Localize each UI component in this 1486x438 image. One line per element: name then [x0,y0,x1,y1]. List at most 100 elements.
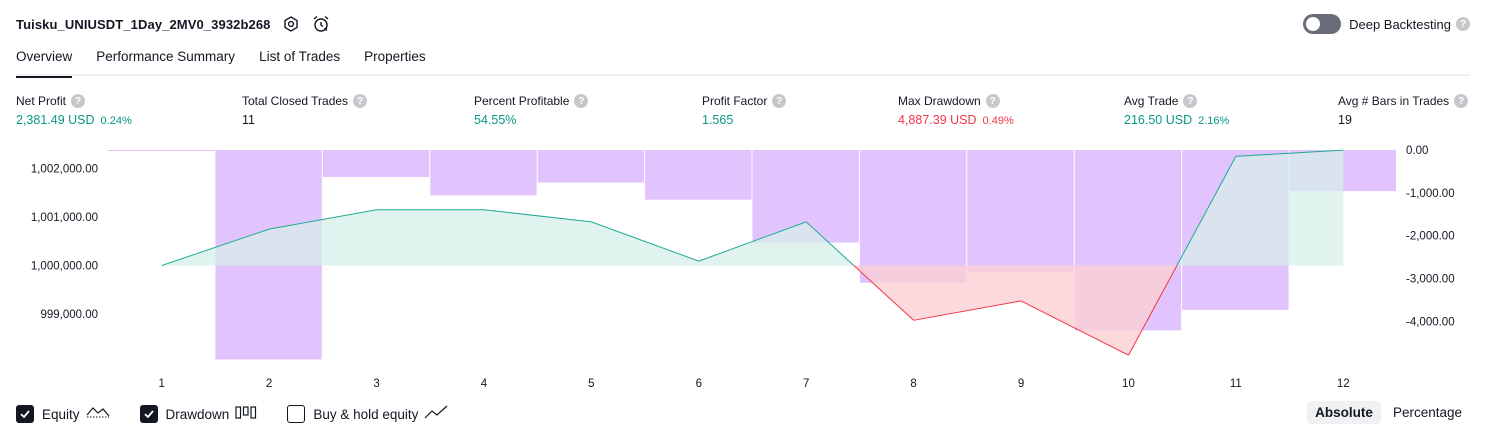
help-icon[interactable]: ? [772,94,787,108]
x-axis-tick-label: 12 [1337,378,1350,390]
x-axis-tick-label: 4 [481,378,488,390]
metric-label-text: Percent Profitable [474,94,570,108]
strategy-header: Tuisku_UNIUSDT_1Day_2MV0_3932b268 [16,12,331,36]
metric-value: 54.55% [474,113,588,127]
absolute-button[interactable]: Absolute [1307,401,1381,424]
metric-label: Max Drawdown? [898,93,1014,109]
equity-line-segment [483,209,592,223]
alarm-clock-icon[interactable] [311,14,331,34]
x-axis-tick-label: 1 [159,378,165,390]
metric-value-main: 54.55% [474,113,517,127]
equity-drawdown-chart[interactable]: 1,002,000.00 1,001,000.00 1,000,000.00 999,… [0,140,1486,395]
metric-value: 19 [1338,113,1468,127]
tab-properties[interactable]: Properties [364,49,426,64]
help-icon[interactable]: ? [353,94,368,108]
value-mode-switch: Absolute Percentage [1303,401,1470,424]
drawdown-bar [537,150,645,183]
left-axis-tick-label: 1,000,000.00 [31,261,98,273]
legend-buy-hold-equity[interactable]: Buy & hold equity [287,404,448,425]
equity-profit-area [161,150,1344,266]
equity-line-segment [698,221,807,262]
metric-label-text: Net Profit [16,94,67,108]
right-axis-tick-label: -1,000.00 [1406,188,1455,200]
metric-value: 2,381.49 USD 0.24% [16,113,132,127]
help-icon[interactable]: ? [574,94,589,108]
x-axis-tick-label: 10 [1122,378,1135,390]
metric-net-profit: Net Profit? 2,381.49 USD 0.24% [16,93,132,127]
equity-line-segment [1020,300,1129,356]
deep-backtesting: Deep Backtesting ? [1303,12,1470,36]
equity-line-segment [913,300,1022,321]
legend-label: Equity [42,406,80,422]
right-axis-tick-label: -2,000.00 [1406,231,1455,243]
metric-label-text: Avg Trade [1124,94,1179,108]
left-axis-tick-label: 999,000.00 [40,309,98,321]
equity-line-segment [1128,265,1178,356]
metric-avg-bars-in-trades: Avg # Bars in Trades? 19 [1338,93,1469,127]
x-axis-tick-label: 7 [803,378,809,390]
report-tabs: Overview Performance Summary List of Tra… [16,46,1470,78]
equity-checkbox[interactable] [16,405,34,423]
drawdown-bar [645,150,752,200]
settings-gear-icon[interactable] [281,14,301,34]
strategy-title: Tuisku_UNIUSDT_1Day_2MV0_3932b268 [16,16,271,32]
equity-line-segment [269,209,377,230]
metric-value-sub: 0.24% [100,115,132,127]
metric-value-sub: 2.16% [1198,115,1230,127]
left-axis-tick-label: 1,002,000.00 [31,164,98,176]
metric-label: Percent Profitable? [474,93,589,109]
legend-label: Drawdown [165,406,230,422]
deep-backtesting-label: Deep Backtesting [1349,16,1451,32]
drawdown-bar [967,150,1074,272]
equity-line-segment [1235,149,1344,157]
equity-line-segment [853,265,914,321]
metric-value-main: 1.565 [702,113,734,127]
deep-backtesting-toggle[interactable] [1303,14,1342,34]
tab-performance-summary[interactable]: Performance Summary [96,49,236,64]
metric-value: 4,887.39 USD 0.49% [898,113,1014,127]
equity-line-icon [86,404,110,425]
drawdown-bar [108,150,215,151]
tab-overview[interactable]: Overview [16,46,73,78]
help-icon[interactable]: ? [71,94,86,108]
tab-list-of-trades[interactable]: List of Trades [259,49,341,64]
equity-line-segment [805,221,855,266]
help-icon[interactable]: ? [1183,94,1198,108]
x-axis-tick-label: 2 [266,378,272,390]
chart-legend: Equity Drawdown Buy & hold equity [16,403,478,425]
metric-label: Net Profit? [16,93,132,109]
drawdown-bar [859,150,967,283]
metric-max-drawdown: Max Drawdown? 4,887.39 USD 0.49% [898,93,1014,127]
x-axis-tick-label: 3 [373,378,379,390]
toggle-knob [1306,17,1321,31]
equity-line-segment [1176,156,1237,266]
drawdown-checkbox[interactable] [139,405,158,423]
percentage-button[interactable]: Percentage [1392,405,1462,420]
metric-value-main: 216.50 USD [1124,113,1193,127]
equity-line-segment [591,221,699,262]
metric-label-text: Total Closed Trades [242,94,349,108]
metric-value-main: 2,381.49 USD [16,113,95,127]
metric-value: 216.50 USD 2.16% [1124,113,1229,127]
x-axis-tick-label: 8 [910,378,916,390]
drawdown-bar [430,150,537,196]
metrics-row: Net Profit? 2,381.49 USD 0.24% Total Clos… [0,93,1486,133]
x-axis-tick-label: 9 [1018,378,1024,390]
legend-equity[interactable]: Equity [16,404,110,425]
x-axis-tick-label: 6 [696,378,702,390]
metric-label: Total Closed Trades? [242,93,368,109]
help-icon[interactable]: ? [985,94,1000,108]
x-axis-tick-label: 5 [588,378,594,390]
metric-value: 1.565 [702,113,786,127]
help-icon[interactable]: ? [1456,17,1470,31]
drawdown-bar [322,150,430,177]
buy-hold-checkbox[interactable] [287,405,306,423]
help-icon[interactable]: ? [1454,94,1469,108]
metric-profit-factor: Profit Factor? 1.565 [702,93,787,127]
equity-loss-area [161,265,1344,356]
metric-label: Avg Trade? [1124,93,1229,109]
right-axis-tick-label: -3,000.00 [1406,274,1455,286]
legend-drawdown[interactable]: Drawdown [139,404,258,425]
legend-label: Buy & hold equity [313,406,419,422]
drawdown-bars-icon [235,404,257,425]
